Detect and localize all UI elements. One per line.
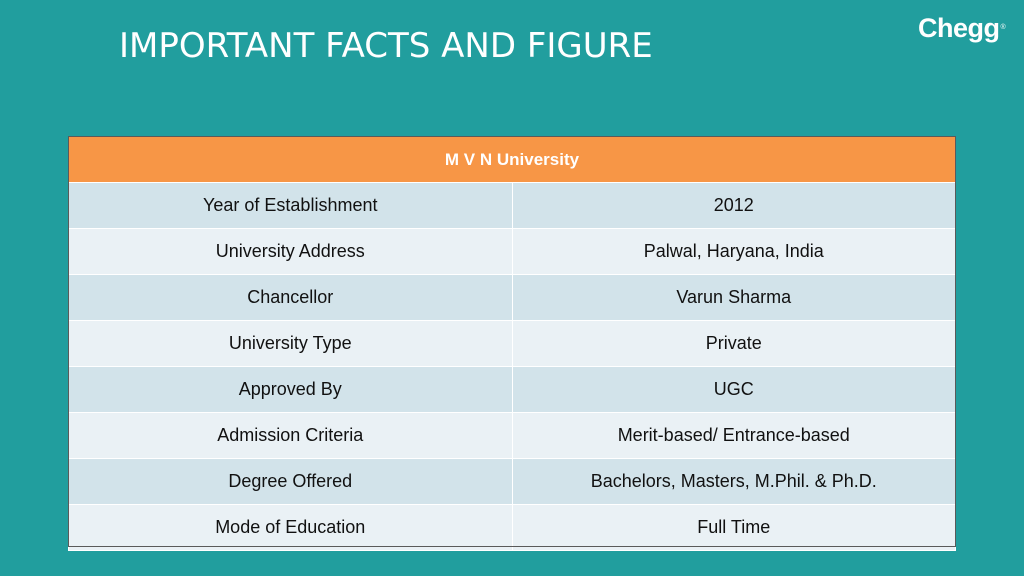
table-row: Chancellor Varun Sharma	[68, 274, 956, 321]
table-header: M V N University	[68, 136, 956, 183]
registered-mark: ®	[1000, 24, 1006, 31]
facts-table: M V N University Year of Establishment 2…	[68, 136, 956, 551]
row-label: Chancellor	[68, 274, 513, 321]
row-label: Approved By	[68, 366, 513, 413]
table-row: University Type Private	[68, 320, 956, 367]
row-value: Full Time	[511, 504, 956, 551]
row-label: University Type	[68, 320, 513, 367]
row-value: Varun Sharma	[511, 274, 956, 321]
row-label: University Address	[68, 228, 513, 275]
table-row: Degree Offered Bachelors, Masters, M.Phi…	[68, 458, 956, 505]
slide-title: IMPORTANT FACTS AND FIGURE	[119, 26, 653, 66]
table-row: University Address Palwal, Haryana, Indi…	[68, 228, 956, 275]
row-value: Palwal, Haryana, India	[511, 228, 956, 275]
table-header-row: M V N University	[68, 136, 956, 183]
row-label: Mode of Education	[68, 504, 513, 551]
table-row: Approved By UGC	[68, 366, 956, 413]
row-value: Merit-based/ Entrance-based	[511, 412, 956, 459]
chegg-logo: Chegg®	[918, 10, 1006, 46]
table-row: Year of Establishment 2012	[68, 182, 956, 229]
row-label: Year of Establishment	[68, 182, 513, 229]
logo-text: Chegg	[918, 13, 1000, 43]
table-row: Mode of Education Full Time	[68, 504, 956, 551]
row-label: Degree Offered	[68, 458, 513, 505]
row-label: Admission Criteria	[68, 412, 513, 459]
table-row: Admission Criteria Merit-based/ Entrance…	[68, 412, 956, 459]
row-value: UGC	[511, 366, 956, 413]
row-value: 2012	[511, 182, 956, 229]
row-value: Bachelors, Masters, M.Phil. & Ph.D.	[511, 458, 956, 505]
row-value: Private	[511, 320, 956, 367]
